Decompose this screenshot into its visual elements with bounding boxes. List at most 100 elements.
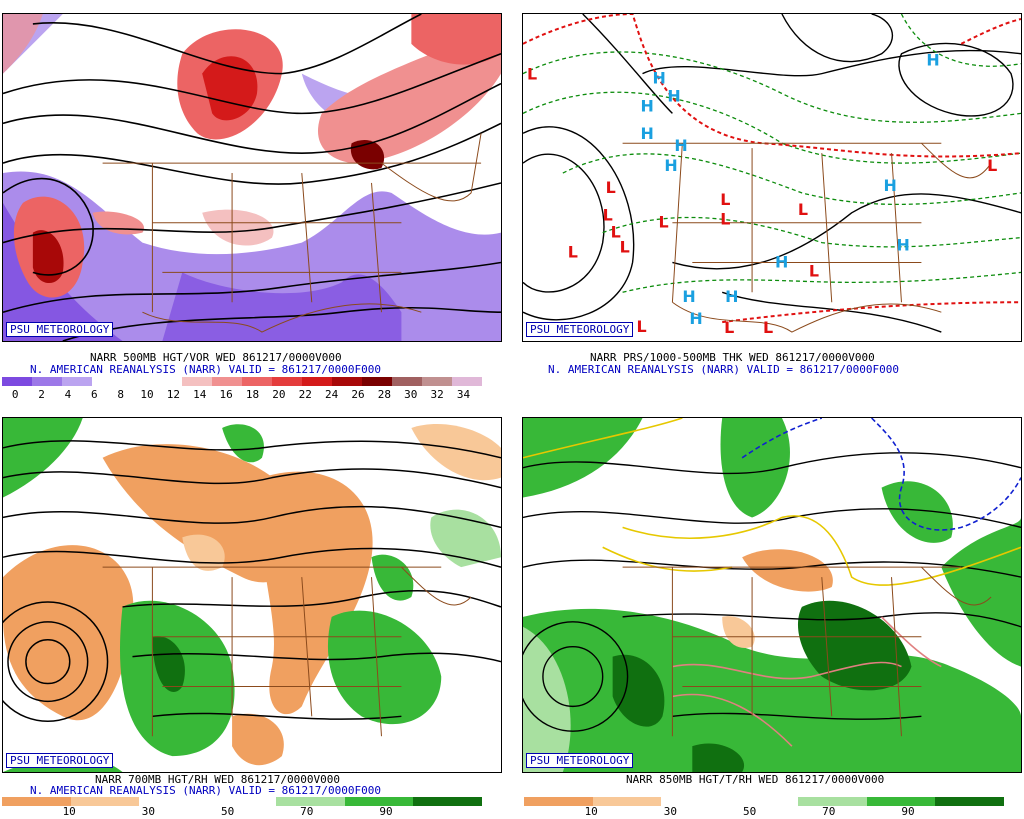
svg-text:L: L (987, 156, 997, 175)
psu-meteorology-badge: PSU METEOROLOGY (526, 753, 634, 768)
panel-700mb-subtitle: N. AMERICAN REANALYSIS (NARR) VALID = 86… (30, 784, 381, 797)
colorbar-label: 34 (456, 388, 471, 401)
svg-text:H: H (674, 136, 687, 155)
pressure-thickness-map: H H H H H H H H H H H H H L L L L L L L … (523, 14, 1021, 337)
colorbar-label: 14 (193, 388, 207, 401)
psu-meteorology-badge: PSU METEOROLOGY (6, 753, 114, 768)
colorbar-label: 50 (742, 805, 757, 818)
svg-text:L: L (809, 261, 819, 280)
colorbar-label: 4 (64, 388, 72, 401)
colorbar-label: 0 (11, 388, 19, 401)
vorticity-colorbar-labels: 0 2 4 6 8 10 12 14 16 18 20 22 24 26 28 30 32 34 (2, 389, 482, 401)
panel-850mb-title: NARR 850MB HGT/T/RH WED 861217/0000V000 (626, 773, 885, 786)
colorbar-label: 70 (822, 805, 836, 818)
svg-text:L: L (658, 213, 668, 232)
panel-500mb-vorticity: PSU METEOROLOGY (2, 13, 502, 342)
colorbar-swatch (272, 377, 302, 386)
panel-500mb-subtitle: N. AMERICAN REANALYSIS (NARR) VALID = 86… (30, 363, 381, 376)
colorbar-label: 24 (325, 388, 339, 401)
colorbar-label: 8 (117, 388, 124, 401)
colorbar-swatch (729, 797, 799, 806)
colorbar-label: 30 (141, 805, 156, 818)
colorbar-swatch (242, 377, 272, 386)
psu-meteorology-badge: PSU METEOROLOGY (526, 322, 634, 337)
colorbar-swatch (332, 377, 362, 386)
panel-thickness-subtitle: N. AMERICAN REANALYSIS (NARR) VALID = 86… (548, 363, 899, 376)
colorbar-label: 70 (300, 805, 314, 818)
panel-700mb-title: NARR 700MB HGT/RH WED 861217/0000V000 (95, 773, 341, 786)
vorticity-map (3, 14, 501, 341)
rh-700mb-colorbar-labels: 10 30 50 70 90 (2, 806, 482, 818)
svg-text:H: H (884, 176, 897, 195)
svg-text:H: H (775, 252, 788, 271)
colorbar-label: 26 (351, 388, 365, 401)
colorbar-label: 28 (377, 388, 392, 401)
colorbar-swatch (212, 377, 242, 386)
rh-700mb-map (3, 418, 501, 772)
colorbar-swatch (935, 797, 1005, 806)
colorbar-swatch (592, 797, 662, 806)
svg-text:H: H (667, 86, 680, 105)
colorbar-label: 30 (404, 388, 418, 401)
svg-text:L: L (724, 318, 734, 337)
svg-text:L: L (637, 317, 647, 336)
colorbar-swatch (182, 377, 212, 386)
colorbar-swatch (70, 797, 140, 806)
colorbar-swatch (866, 797, 936, 806)
svg-text:H: H (641, 96, 654, 115)
rh-700mb-colorbar (2, 797, 483, 806)
panel-850mb-temp-rh: PSU METEOROLOGY (522, 417, 1022, 773)
svg-text:H: H (725, 287, 738, 306)
colorbar-swatch (452, 377, 482, 386)
svg-text:L: L (720, 190, 730, 209)
svg-text:H: H (897, 236, 910, 255)
rh-850mb-colorbar-labels: 10 30 50 70 90 (524, 806, 1004, 818)
svg-text:L: L (720, 210, 730, 229)
panel-pressure-thickness: H H H H H H H H H H H H H L L L L L L L … (522, 13, 1022, 342)
panel-thickness-title: NARR PRS/1000-500MB THK WED 861217/0000V… (590, 351, 875, 364)
colorbar-swatch (302, 377, 332, 386)
colorbar-label: 32 (430, 388, 444, 401)
colorbar-label: 16 (219, 388, 233, 401)
colorbar-label: 90 (901, 805, 915, 818)
colorbar-label: 12 (166, 388, 181, 401)
colorbar-swatch (661, 797, 730, 806)
vorticity-colorbar (2, 377, 482, 386)
colorbar-label: 10 (140, 388, 154, 401)
panel-700mb-rh: PSU METEOROLOGY (2, 417, 502, 773)
temp-rh-850mb-map (523, 418, 1021, 772)
colorbar-label: 20 (272, 388, 286, 401)
colorbar-label: 10 (62, 805, 76, 818)
svg-text:L: L (611, 223, 621, 242)
colorbar-swatch (139, 797, 208, 806)
high-pressure-symbol: H (652, 69, 665, 88)
colorbar-label: 10 (584, 805, 598, 818)
rh-850mb-colorbar (524, 797, 1005, 806)
panel-500mb-title: NARR 500MB HGT/VOR WED 861217/0000V000 (90, 351, 342, 364)
colorbar-swatch (2, 377, 32, 386)
svg-text:L: L (620, 238, 630, 257)
colorbar-swatch (362, 377, 392, 386)
colorbar-label: 90 (379, 805, 393, 818)
colorbar-label: 2 (38, 388, 45, 401)
colorbar-swatch (2, 797, 71, 806)
low-pressure-symbol: L (527, 65, 537, 84)
svg-text:L: L (798, 200, 808, 219)
colorbar-swatch (798, 797, 867, 806)
svg-text:H: H (641, 124, 654, 143)
svg-text:H: H (682, 287, 695, 306)
colorbar-swatch (413, 797, 483, 806)
colorbar-label: 22 (298, 388, 312, 401)
colorbar-swatch (152, 377, 182, 386)
colorbar-swatch (392, 377, 422, 386)
psu-meteorology-badge: PSU METEOROLOGY (6, 322, 114, 337)
colorbar-swatch (524, 797, 593, 806)
colorbar-swatch (92, 377, 122, 386)
colorbar-swatch (207, 797, 277, 806)
colorbar-swatch (62, 377, 92, 386)
svg-text:L: L (568, 243, 578, 262)
colorbar-swatch (122, 377, 152, 386)
svg-text:H: H (926, 51, 939, 70)
svg-text:L: L (763, 318, 773, 337)
colorbar-swatch (344, 797, 414, 806)
